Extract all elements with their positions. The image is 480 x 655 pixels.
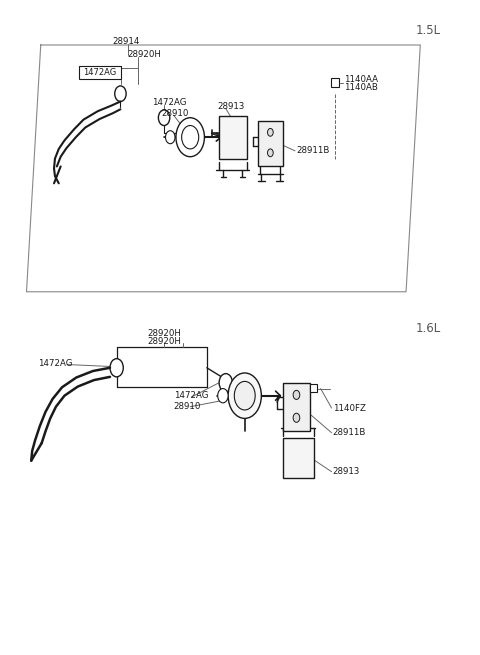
Text: 1472AG: 1472AG [38, 359, 73, 367]
Circle shape [293, 390, 300, 400]
Text: 28911B: 28911B [296, 146, 329, 155]
Text: 28910: 28910 [174, 402, 201, 411]
Circle shape [115, 86, 126, 102]
Text: 1472AG: 1472AG [174, 391, 208, 400]
Circle shape [166, 131, 175, 143]
Circle shape [110, 359, 123, 377]
Text: 28920H: 28920H [147, 329, 181, 339]
Text: 28920H: 28920H [128, 50, 161, 59]
Circle shape [267, 149, 273, 157]
Bar [258, 121, 283, 166]
Bar [331, 78, 339, 87]
Circle shape [219, 373, 232, 392]
Circle shape [234, 381, 255, 410]
Circle shape [267, 128, 273, 136]
Text: 28914: 28914 [112, 37, 139, 47]
Circle shape [181, 126, 199, 149]
Circle shape [228, 373, 261, 419]
Text: 28913: 28913 [217, 102, 245, 111]
Circle shape [218, 388, 228, 403]
Bar [283, 383, 310, 432]
Bar [310, 384, 317, 392]
Bar [219, 117, 247, 159]
Text: 1140AB: 1140AB [344, 83, 378, 92]
Text: 1472AG: 1472AG [84, 68, 117, 77]
Text: 28913: 28913 [333, 467, 360, 476]
Text: 1140AA: 1140AA [344, 75, 378, 84]
Text: 1.6L: 1.6L [416, 322, 441, 335]
Text: 1140FZ: 1140FZ [333, 403, 365, 413]
Text: 28910: 28910 [162, 109, 189, 118]
Text: 1472AG: 1472AG [152, 98, 187, 107]
Text: 28911B: 28911B [333, 428, 366, 437]
Bar [283, 438, 313, 478]
Bar [79, 66, 121, 79]
Circle shape [293, 413, 300, 422]
Circle shape [158, 110, 170, 126]
Text: 1.5L: 1.5L [416, 24, 441, 37]
Text: 28920H: 28920H [147, 337, 181, 346]
Circle shape [176, 118, 204, 157]
